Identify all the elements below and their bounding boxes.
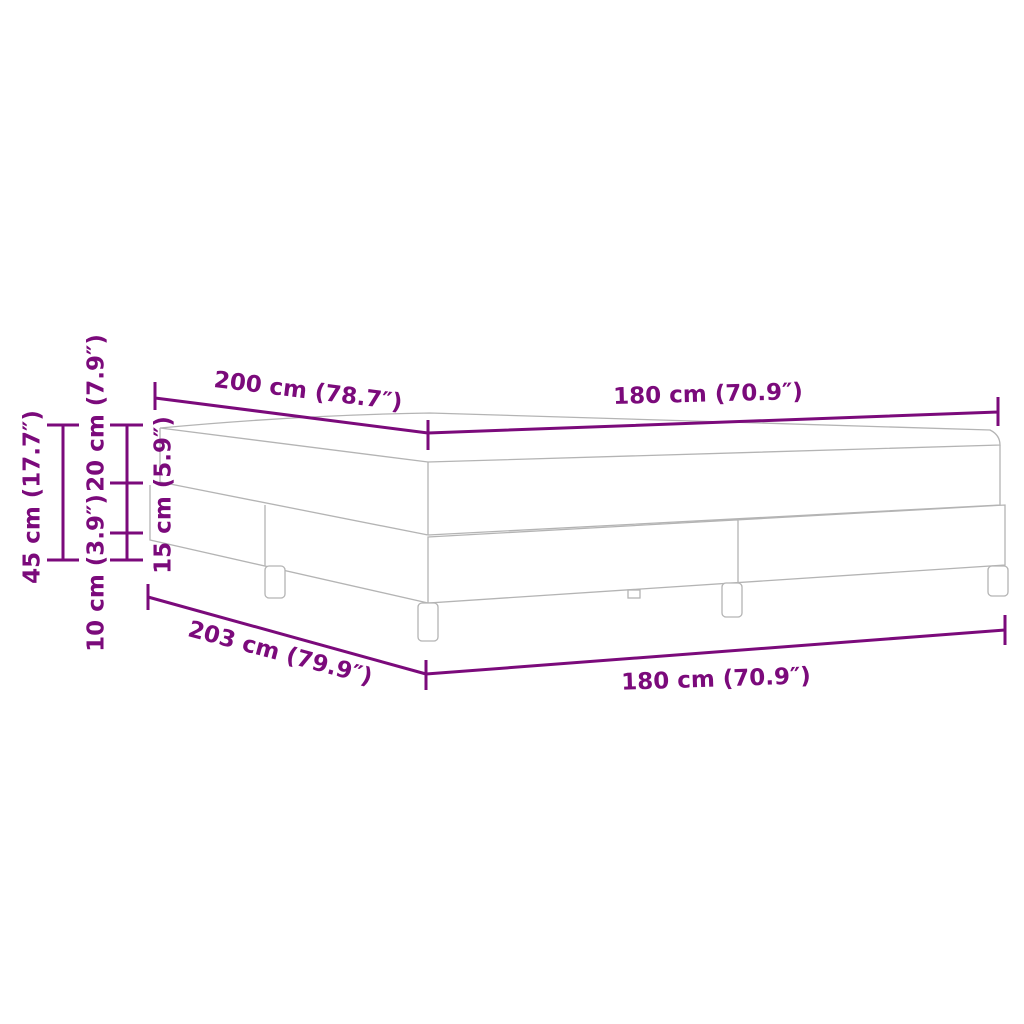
component-height-line xyxy=(110,423,143,562)
width-top-label: 180 cm (70.9″) xyxy=(613,379,803,410)
width-bottom-line xyxy=(425,615,1007,676)
depth-bottom-line xyxy=(146,584,428,690)
width-bottom-label: 180 cm (70.9″) xyxy=(621,663,811,696)
total-height-line xyxy=(47,423,79,562)
leg xyxy=(417,602,439,642)
leg-height-label: 10 cm (3.9″) xyxy=(84,494,110,652)
dimension-labels: 200 cm (78.7″) 180 cm (70.9″) 203 cm (79… xyxy=(20,334,812,696)
width-top-line xyxy=(427,397,1000,435)
dimension-lines xyxy=(47,382,1007,690)
total-height-label: 45 cm (17.7″) xyxy=(20,410,46,584)
depth-top-line xyxy=(153,382,430,450)
leg xyxy=(627,589,641,599)
leg xyxy=(721,582,743,618)
base-height-label: 15 cm (5.9″) xyxy=(151,416,177,574)
mattress-top xyxy=(159,412,1001,463)
base-side xyxy=(149,485,429,604)
mattress-side xyxy=(159,428,429,536)
mattress-height-label: 20 cm (7.9″) xyxy=(84,334,110,492)
leg xyxy=(987,565,1009,597)
base-front xyxy=(427,504,1006,604)
leg xyxy=(264,565,286,599)
bed-drawing xyxy=(149,412,1009,642)
